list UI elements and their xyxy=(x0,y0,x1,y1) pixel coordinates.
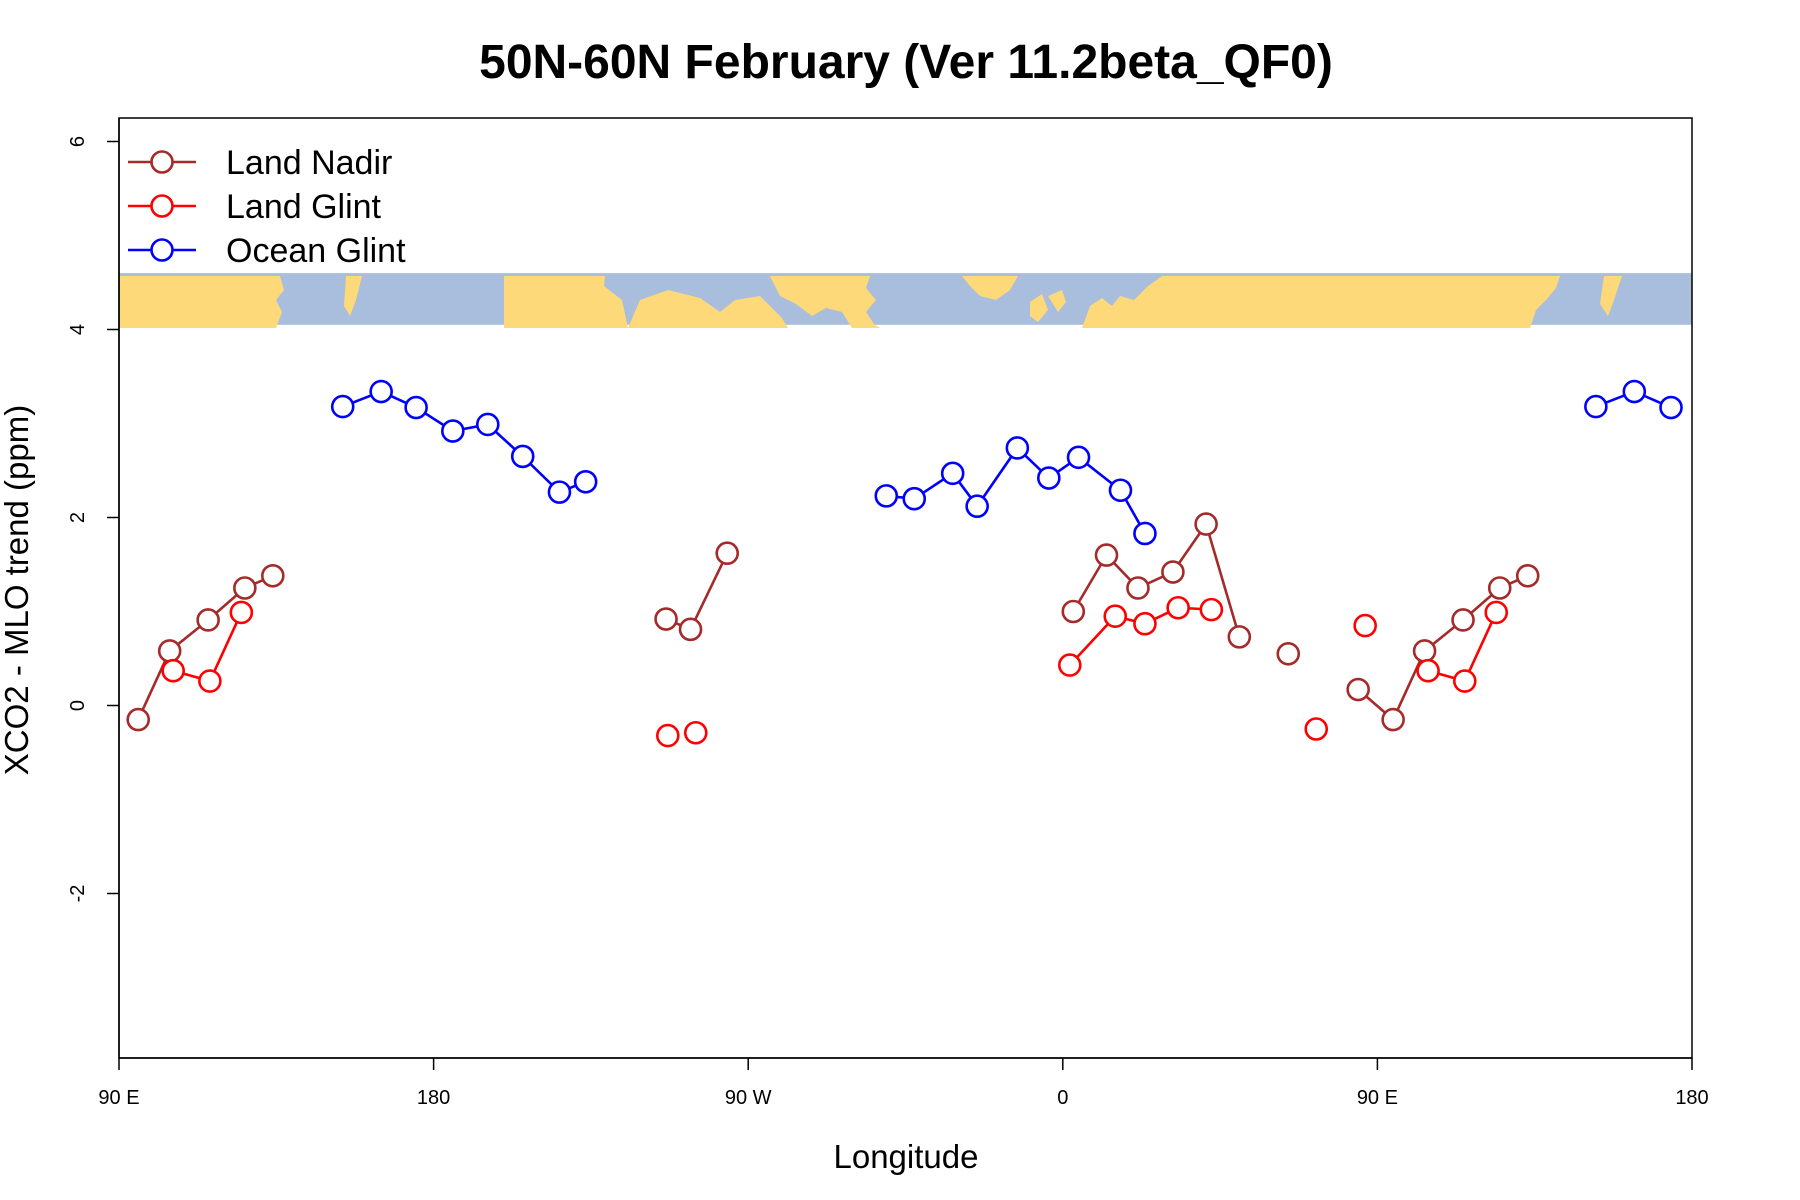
x-tick-label: 90 E xyxy=(1357,1087,1398,1109)
data-point xyxy=(547,480,572,504)
data-point xyxy=(1584,394,1608,419)
data-point xyxy=(1126,576,1150,600)
x-tick-label: 180 xyxy=(417,1087,450,1109)
x-axis-label: Longitude xyxy=(834,1138,979,1175)
map-strip xyxy=(119,273,1692,328)
data-point xyxy=(1133,611,1157,636)
data-point xyxy=(475,412,500,437)
series-land-nadir xyxy=(126,512,1540,732)
data-point xyxy=(1452,669,1477,693)
y-tick-label: 6 xyxy=(67,136,89,147)
data-point xyxy=(1416,658,1440,683)
data-point xyxy=(261,563,285,588)
x-tick-label: 90 W xyxy=(725,1087,772,1109)
data-point xyxy=(1194,512,1218,536)
data-point xyxy=(198,669,222,693)
y-axis-label: XCO2 - MLO trend (ppm) xyxy=(0,405,35,775)
x-axis: 90 E 180 90 W 0 90 E 180 xyxy=(98,1057,1709,1109)
data-point xyxy=(510,444,535,469)
data-point xyxy=(902,486,927,511)
data-point xyxy=(1066,445,1091,470)
data-point xyxy=(1133,521,1157,546)
map-land xyxy=(119,276,1622,328)
series-land-glint xyxy=(161,595,1509,748)
legend-marker xyxy=(150,238,174,262)
data-point xyxy=(678,617,703,642)
data-point xyxy=(874,484,899,508)
data-point xyxy=(1451,608,1475,632)
legend-marker xyxy=(150,150,174,174)
data-point xyxy=(1622,379,1647,404)
data-point xyxy=(157,639,182,663)
legend: Land Nadir Land Glint Ocean Glint xyxy=(128,144,406,270)
data-point xyxy=(1412,639,1437,663)
data-point xyxy=(161,658,185,683)
data-point xyxy=(1108,478,1133,503)
series-layer xyxy=(126,379,1683,748)
y-tick-label: 0 xyxy=(67,700,89,711)
data-point xyxy=(233,576,257,600)
data-point xyxy=(196,608,220,632)
data-point xyxy=(965,494,989,519)
data-point xyxy=(1659,395,1683,420)
x-tick-label: 180 xyxy=(1675,1087,1708,1109)
data-point xyxy=(1381,707,1405,732)
data-point xyxy=(1199,597,1224,622)
series-ocean-glint xyxy=(330,379,1683,546)
y-tick-label: -2 xyxy=(67,885,89,903)
data-point xyxy=(1057,653,1082,677)
data-point xyxy=(229,600,254,625)
data-point xyxy=(330,394,355,419)
data-point xyxy=(940,461,965,486)
legend-label: Land Nadir xyxy=(226,144,392,182)
data-point xyxy=(441,419,465,443)
legend-label: Ocean Glint xyxy=(226,232,406,270)
data-point xyxy=(1103,604,1128,629)
data-point xyxy=(1061,599,1086,624)
data-point xyxy=(654,607,678,631)
data-point xyxy=(126,707,151,732)
data-point xyxy=(1484,600,1509,625)
data-point xyxy=(1094,543,1119,567)
data-point xyxy=(369,379,393,404)
data-point xyxy=(1304,717,1329,741)
legend-item: Land Glint xyxy=(128,188,382,226)
legend-label: Land Glint xyxy=(226,188,382,226)
legend-marker xyxy=(150,194,174,218)
data-point xyxy=(1227,625,1252,649)
legend-item: Land Nadir xyxy=(128,144,392,182)
chart-title: 50N-60N February (Ver 11.2beta_QF0) xyxy=(479,36,1333,89)
data-point xyxy=(1166,595,1190,620)
x-tick-label: 0 xyxy=(1057,1087,1068,1109)
data-point xyxy=(683,720,708,745)
data-point xyxy=(715,541,740,566)
y-tick-label: 2 xyxy=(67,512,89,523)
data-point xyxy=(1515,563,1540,588)
data-point xyxy=(1276,641,1301,666)
data-point xyxy=(1346,677,1370,702)
data-point xyxy=(1487,576,1512,600)
data-point xyxy=(1005,436,1030,460)
data-point xyxy=(573,469,598,494)
data-point xyxy=(1161,560,1185,584)
data-point xyxy=(1037,466,1061,490)
data-point xyxy=(404,395,428,420)
y-axis: -2 0 2 4 6 xyxy=(67,118,120,1058)
data-point xyxy=(656,723,680,748)
data-point xyxy=(1353,613,1377,638)
x-tick-label: 90 E xyxy=(98,1087,139,1109)
legend-item: Ocean Glint xyxy=(128,232,406,270)
y-tick-label: 4 xyxy=(67,324,89,335)
